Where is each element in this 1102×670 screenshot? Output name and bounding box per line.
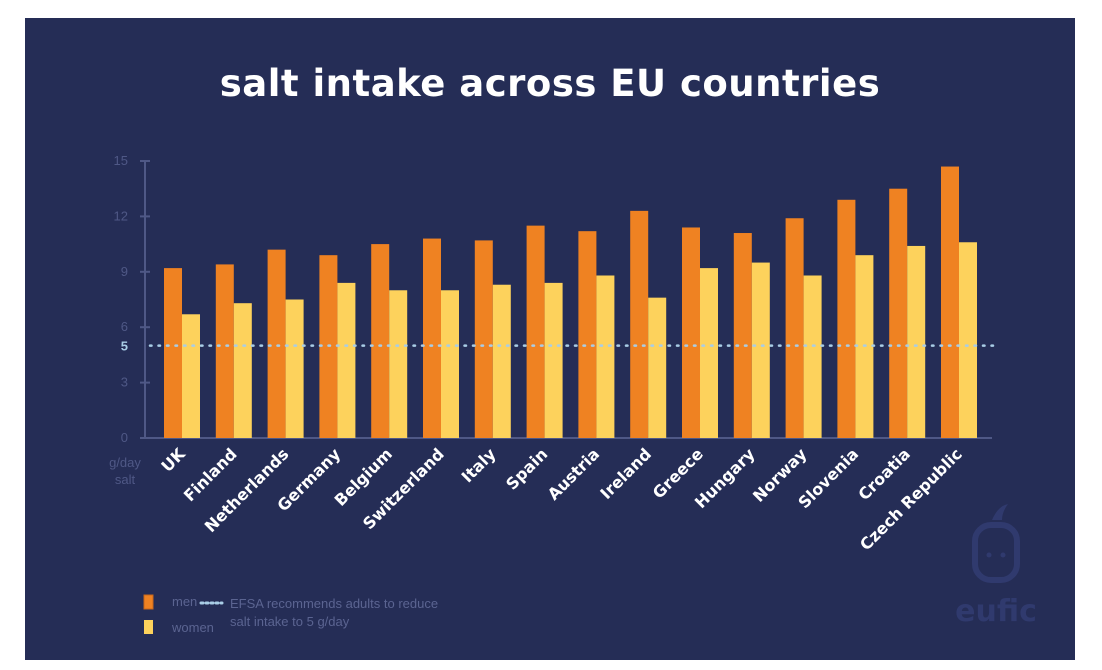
bar-women-netherlands	[285, 299, 304, 438]
x-tick-label: Spain	[502, 444, 551, 493]
bar-men-norway	[785, 218, 804, 438]
legend-swatch-men	[143, 594, 154, 610]
bar-women-germany	[337, 282, 356, 438]
legend-ref-text-2: salt intake to 5 g/day	[230, 614, 350, 629]
bar-men-belgium	[371, 244, 390, 438]
y-tick-label: 3	[121, 375, 128, 390]
x-tick-label: Ireland	[596, 444, 655, 503]
y-tick-label: 9	[121, 264, 128, 279]
bar-women-uk	[182, 314, 200, 438]
bar-men-slovenia	[837, 199, 856, 438]
y-axis-label-line2: salt	[115, 472, 136, 487]
chart-title: salt intake across EU countries	[219, 62, 881, 105]
bar-men-spain	[526, 225, 545, 438]
bar-men-italy	[474, 240, 493, 438]
bar-men-greece	[682, 227, 700, 438]
logo-text: eufic	[955, 594, 1037, 629]
bar-women-croatia	[907, 245, 926, 438]
bar-men-austria	[578, 231, 597, 438]
bar-men-hungary	[733, 233, 752, 438]
logo-apple-icon	[972, 522, 1020, 583]
legend-swatch-women	[144, 620, 153, 634]
bar-women-italy	[492, 284, 511, 438]
legend-label-women: women	[171, 620, 214, 635]
logo-leaf-icon	[992, 504, 1008, 520]
legend-ref-text-1: EFSA recommends adults to reduce	[230, 596, 438, 611]
legend: men women EFSA recommends adults to redu…	[143, 594, 438, 635]
bar-women-czech-republic	[959, 242, 977, 438]
bar-women-austria	[596, 275, 615, 438]
bar-women-ireland	[648, 297, 667, 438]
x-tick-label: Italy	[458, 444, 500, 486]
bar-men-croatia	[889, 188, 908, 438]
reference-line-label: 5	[121, 339, 128, 354]
y-tick-label: 15	[114, 153, 128, 168]
y-tick-label: 0	[121, 430, 128, 445]
bar-women-greece	[700, 268, 718, 438]
bar-women-hungary	[751, 262, 770, 438]
bar-women-spain	[544, 282, 563, 438]
x-tick-label: UK	[157, 444, 189, 476]
bar-women-finland	[233, 303, 252, 438]
eufic-logo: eufic	[955, 504, 1037, 629]
y-tick-label: 6	[121, 319, 128, 334]
legend-label-men: men	[172, 594, 197, 609]
bar-women-switzerland	[441, 290, 459, 438]
bar-men-netherlands	[267, 249, 286, 438]
y-tick-label: 12	[114, 208, 128, 223]
y-axis-label-line1: g/day	[109, 455, 141, 470]
x-tick-label: Austria	[544, 444, 603, 503]
bar-men-finland	[215, 264, 234, 438]
bar-men-czech-republic	[941, 166, 959, 439]
bar-men-switzerland	[423, 238, 441, 438]
bar-women-belgium	[389, 290, 408, 438]
bar-men-uk	[164, 268, 182, 438]
bar-women-norway	[803, 275, 822, 438]
bar-men-ireland	[630, 210, 649, 438]
